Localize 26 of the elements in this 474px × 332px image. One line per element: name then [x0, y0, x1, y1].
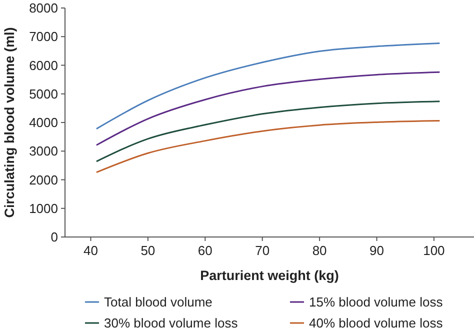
y-axis-title: Circulating blood volume (ml) — [2, 27, 17, 218]
line-series — [96, 42, 440, 130]
y-tick-label: 0 — [50, 230, 58, 245]
x-tick-label: 40 — [84, 243, 98, 258]
line-series — [96, 120, 440, 174]
legend-label: 40% blood volume loss — [309, 316, 444, 331]
legend-label: 30% blood volume loss — [104, 316, 238, 331]
y-tick-label: 6000 — [29, 58, 58, 73]
y-tick-label: 7000 — [29, 29, 58, 44]
y-tick-label: 2000 — [29, 172, 58, 188]
y-tick-label: 5000 — [29, 86, 58, 102]
y-tick-label: 3000 — [29, 144, 58, 159]
x-tick-label: 70 — [255, 243, 270, 258]
x-tick-label: 100 — [423, 243, 445, 258]
legend-label: Total blood volume — [104, 294, 212, 310]
x-tick-label: 60 — [198, 243, 212, 258]
y-tick-label: 8000 — [29, 0, 58, 16]
y-tick-label: 1000 — [29, 200, 58, 216]
x-axis-title: Parturient weight (kg) — [200, 268, 339, 283]
line-series — [96, 100, 440, 162]
x-tick-label: 90 — [370, 243, 384, 258]
x-tick-label: 80 — [312, 243, 327, 258]
x-tick-label: 50 — [140, 243, 156, 258]
legend-label: 15% blood volume loss — [309, 294, 444, 310]
line-series — [96, 71, 440, 146]
y-tick-label: 4000 — [29, 115, 58, 130]
